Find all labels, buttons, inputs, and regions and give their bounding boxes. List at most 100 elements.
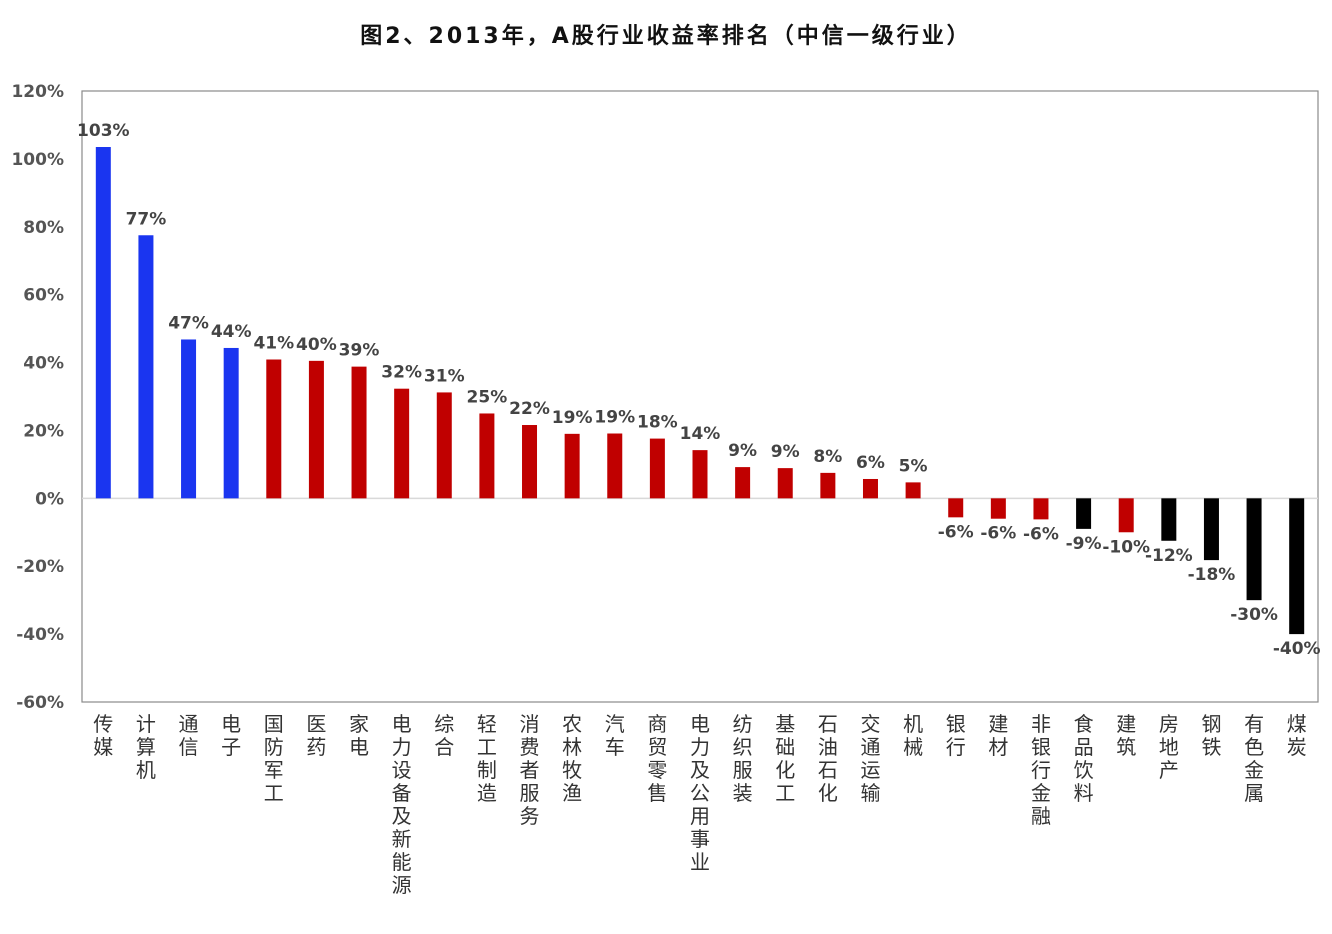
data-label: -9% (1066, 534, 1102, 554)
data-label: -6% (980, 524, 1016, 544)
bar (436, 392, 452, 499)
bar (1118, 498, 1134, 533)
data-label: -6% (1023, 524, 1059, 544)
data-label: 47% (168, 313, 209, 333)
data-label: 19% (594, 407, 635, 427)
x-tick-label: 消费者服务 (520, 712, 540, 828)
data-label: -12% (1145, 546, 1193, 566)
x-tick-label: 机械 (903, 712, 923, 759)
data-label: 9% (771, 442, 800, 462)
x-tick-label: 有色金属 (1244, 712, 1264, 805)
x-tick-label: 国防军工 (264, 712, 284, 805)
data-label: 22% (509, 399, 550, 419)
data-label: -30% (1230, 605, 1278, 625)
y-tick-label: 100% (11, 150, 64, 170)
x-tick-label: 食品饮料 (1074, 712, 1094, 805)
bar (1161, 498, 1177, 541)
data-label: 18% (637, 413, 678, 433)
data-label: 14% (680, 424, 721, 444)
bar (394, 388, 410, 499)
x-tick-label: 商贸零售 (647, 712, 667, 805)
data-label: -10% (1102, 537, 1150, 557)
bar (777, 468, 793, 499)
y-tick-label: -40% (16, 625, 64, 645)
x-tick-label: 汽车 (605, 712, 625, 759)
data-label: 44% (211, 322, 252, 342)
x-tick-label: 非银行金融 (1031, 712, 1051, 828)
plot-frame (81, 90, 1319, 703)
data-label: 32% (381, 363, 422, 383)
x-tick-label: 银行 (946, 712, 966, 759)
bar (1203, 498, 1219, 561)
data-label: 6% (856, 453, 885, 473)
y-tick-label: -20% (16, 557, 64, 577)
bar (649, 438, 665, 499)
x-tick-label: 纺织服装 (733, 712, 753, 805)
y-tick-label: 60% (23, 286, 64, 306)
bar (181, 339, 197, 499)
data-label: 9% (728, 441, 757, 461)
bar (862, 478, 878, 499)
data-label: 5% (899, 456, 928, 476)
data-label: 39% (339, 341, 380, 361)
bar (1289, 498, 1305, 635)
bar (905, 482, 921, 499)
x-tick-label: 建材 (988, 712, 1008, 759)
y-tick-label: 20% (23, 421, 64, 441)
x-tick-label: 钢铁 (1201, 712, 1221, 759)
bar (266, 359, 282, 499)
bar (308, 360, 324, 499)
x-tick-label: 电力及公用事业 (690, 712, 710, 874)
data-label: 19% (552, 408, 593, 428)
y-tick-label: 120% (11, 82, 64, 102)
x-tick-label: 基础化工 (775, 712, 795, 805)
data-label: 25% (467, 387, 508, 407)
bar (223, 347, 239, 499)
bar (138, 235, 154, 499)
x-tick-label: 交通运输 (860, 712, 880, 805)
bar (522, 425, 538, 499)
bar (735, 467, 751, 499)
x-tick-label: 轻工制造 (477, 712, 497, 805)
bar (820, 472, 836, 499)
data-label: 8% (813, 447, 842, 467)
data-label: -18% (1188, 565, 1236, 585)
x-tick-label: 通信 (179, 712, 199, 759)
data-label: -6% (938, 522, 974, 542)
chart-title: 图2、2013年，A股行业收益率排名（中信一级行业） (360, 24, 972, 49)
x-tick-label: 石油石化 (818, 712, 838, 805)
bar (351, 366, 367, 499)
bar (607, 433, 623, 499)
data-label: 40% (296, 335, 337, 355)
bar (990, 498, 1006, 519)
x-tick-label: 房地产 (1159, 712, 1179, 782)
x-tick-label: 综合 (434, 712, 454, 759)
y-tick-label: 40% (23, 354, 64, 374)
y-tick-label: 0% (35, 489, 64, 509)
bar (479, 413, 495, 499)
x-tick-label: 建筑 (1116, 712, 1136, 759)
x-tick-label: 电子 (221, 712, 241, 759)
x-tick-label: 煤炭 (1287, 712, 1307, 759)
x-tick-label: 电力设备及新能源 (392, 712, 412, 897)
data-label: 103% (77, 121, 130, 141)
bar (564, 433, 580, 499)
bar (95, 147, 111, 499)
x-tick-label: 家电 (349, 712, 369, 759)
y-tick-label: -60% (16, 693, 64, 713)
bar (948, 498, 964, 518)
x-tick-label: 医药 (306, 712, 326, 759)
data-label: 31% (424, 366, 465, 386)
data-label: -40% (1273, 639, 1321, 659)
data-label: 77% (126, 209, 167, 229)
x-tick-label: 农林牧渔 (562, 712, 582, 805)
bar (1076, 498, 1092, 529)
y-tick-label: 80% (23, 218, 64, 238)
bar (1246, 498, 1262, 601)
bar (1033, 498, 1049, 520)
bar (692, 450, 708, 499)
x-tick-label: 计算机 (136, 712, 156, 782)
data-label: 41% (253, 334, 294, 354)
x-tick-label: 传媒 (93, 712, 113, 759)
